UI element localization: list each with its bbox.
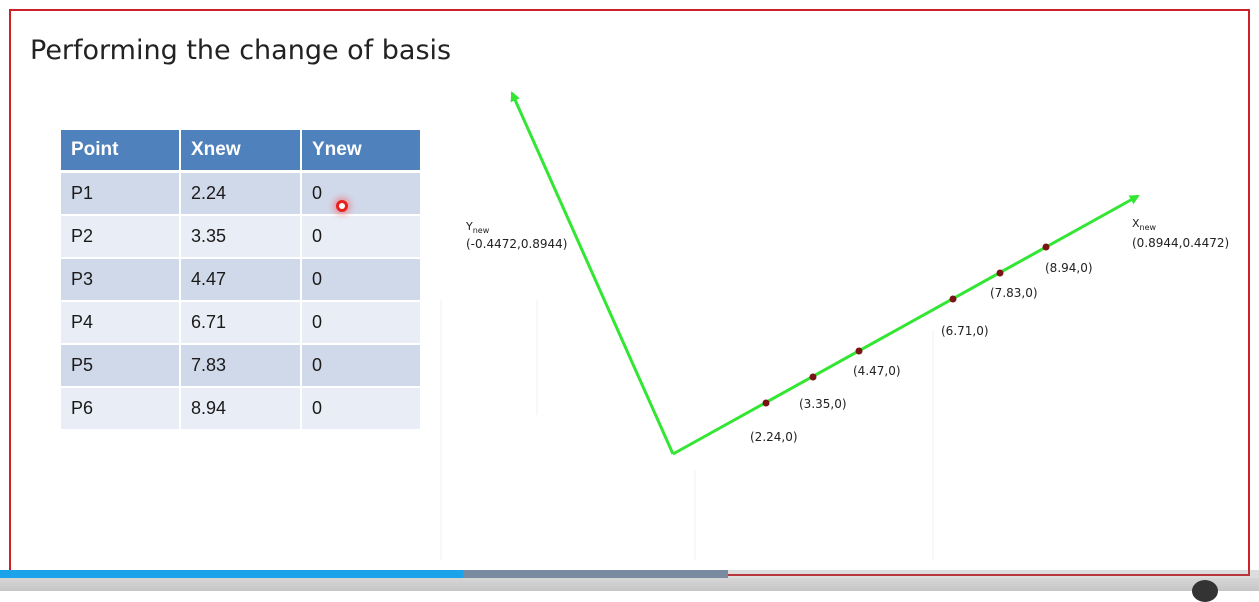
point-label-p5: (7.83,0) (990, 286, 1038, 300)
point-label-p6: (8.94,0) (1045, 261, 1093, 275)
cell-ynew: 0 (302, 302, 422, 345)
x-new-vector-label: (0.8944,0.4472) (1132, 236, 1229, 250)
table-header-row: Point Xnew Ynew (61, 130, 422, 173)
y-new-axis-label: Ynew (465, 220, 490, 235)
column-header-xnew: Xnew (181, 130, 302, 173)
y-new-vector-label: (-0.4472,0.8944) (466, 237, 567, 251)
point-marker-p1 (762, 399, 770, 407)
point-label-p4: (6.71,0) (941, 324, 989, 338)
point-label-p3: (4.47,0) (853, 364, 901, 378)
x-new-axis-label: Xnew (1132, 217, 1157, 232)
cell-xnew: 4.47 (181, 259, 302, 302)
table-row: P1 2.24 0 (61, 173, 422, 216)
hd-badge-icon[interactable] (1192, 580, 1218, 602)
faint-gridlines (440, 300, 934, 560)
cell-xnew: 8.94 (181, 388, 302, 431)
progress-played (0, 570, 464, 578)
cell-point: P6 (61, 388, 181, 431)
cell-point: P4 (61, 302, 181, 345)
cell-point: P1 (61, 173, 181, 216)
video-progress-bar[interactable] (0, 570, 1259, 578)
cell-ynew: 0 (302, 388, 422, 431)
cell-ynew: 0 (302, 345, 422, 388)
cell-ynew: 0 (302, 259, 422, 302)
cell-xnew: 3.35 (181, 216, 302, 259)
cell-xnew: 2.24 (181, 173, 302, 216)
point-label-p1: (2.24,0) (750, 430, 798, 444)
table-row: P2 3.35 0 (61, 216, 422, 259)
cell-ynew: 0 (302, 216, 422, 259)
point-label-p2: (3.35,0) (799, 397, 847, 411)
point-marker-p2 (809, 373, 817, 381)
table-row: P3 4.47 0 (61, 259, 422, 302)
table-row: P4 6.71 0 (61, 302, 422, 345)
table-row: P5 7.83 0 (61, 345, 422, 388)
cell-point: P3 (61, 259, 181, 302)
point-marker-p6 (1042, 243, 1050, 251)
cell-xnew: 6.71 (181, 302, 302, 345)
point-marker-p5 (996, 269, 1004, 277)
pointer-cursor-icon (336, 200, 348, 212)
table-row: P6 8.94 0 (61, 388, 422, 431)
column-header-ynew: Ynew (302, 130, 422, 173)
y-new-axis-arrow (510, 91, 675, 455)
point-marker-p3 (855, 347, 863, 355)
cell-ynew: 0 (302, 173, 422, 216)
cell-point: P2 (61, 216, 181, 259)
player-controls-bar (0, 578, 1259, 591)
point-marker-p4 (949, 295, 957, 303)
slide-title: Performing the change of basis (30, 35, 452, 66)
column-header-point: Point (61, 130, 181, 173)
points-table: Point Xnew Ynew P1 2.24 0 P2 3.35 0 P3 4… (61, 130, 422, 431)
cell-xnew: 7.83 (181, 345, 302, 388)
x-new-axis-arrow (672, 194, 1140, 456)
cell-point: P5 (61, 345, 181, 388)
